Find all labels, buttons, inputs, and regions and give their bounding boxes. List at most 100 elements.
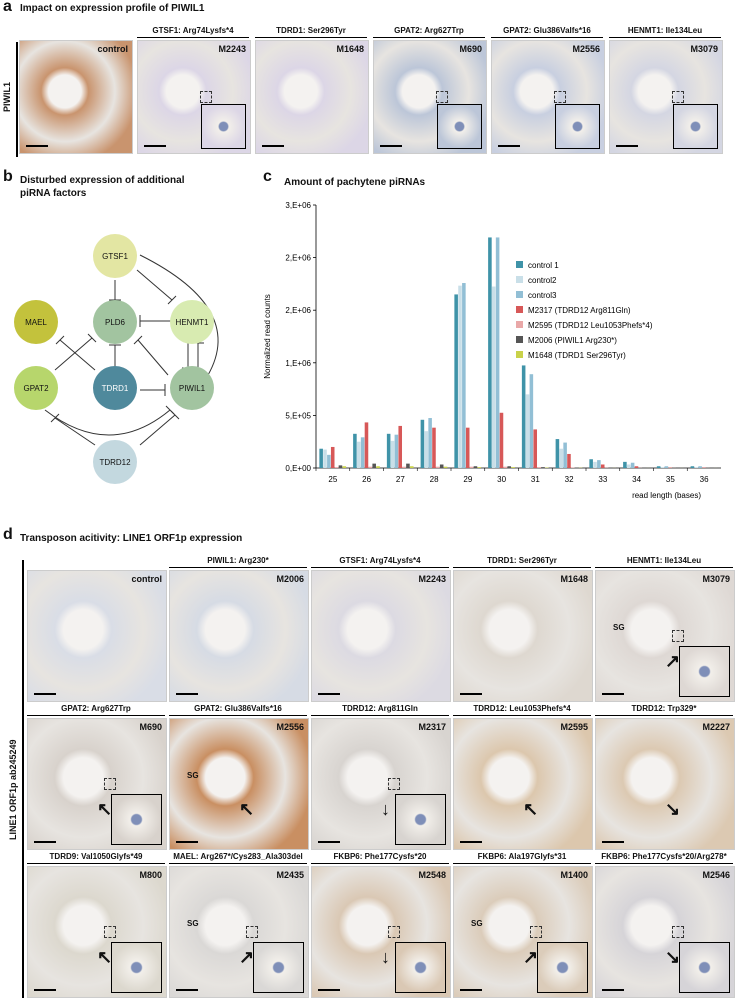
bar-control3-28 bbox=[428, 418, 432, 468]
panel-a-letter: a bbox=[3, 0, 12, 15]
x-tick-label: 26 bbox=[362, 475, 371, 484]
x-tick-label: 32 bbox=[565, 475, 574, 484]
d-tile-sample-id: M2227 bbox=[702, 722, 730, 732]
zoom-region-box bbox=[672, 630, 684, 642]
bar-control3-31 bbox=[529, 374, 534, 468]
y-axis-title: Normalized read counts bbox=[263, 294, 272, 378]
y-tick-label: 2,E+06 bbox=[285, 254, 311, 263]
d-tile: M2546 ↘ bbox=[595, 866, 735, 998]
bar-m1648-tdrd1-ser296tyr--27 bbox=[410, 466, 414, 468]
y-tick-label: 2,E+06 bbox=[285, 306, 311, 315]
bar-m2595-tdrd12-leu1053phefs-4--29 bbox=[469, 466, 474, 468]
a-tile: M3079 bbox=[609, 40, 723, 154]
a-tile-sample-id: M3079 bbox=[690, 44, 718, 54]
d-tile-header: MAEL: Arg267*/Cys283_Ala303del bbox=[169, 852, 307, 864]
panel-d-row-label: LINE1 ORF1p ab245249 bbox=[8, 739, 18, 840]
a-tile: M1648 bbox=[255, 40, 369, 154]
d-tile-sample-id: M2243 bbox=[418, 574, 446, 584]
arrow-icon: ↗ bbox=[239, 947, 255, 967]
a-tile-header: TDRD1: Ser296Tyr bbox=[255, 26, 367, 38]
bar-control2-33 bbox=[593, 461, 597, 468]
legend-entry: M2317 (TDRD12 Arg811Gln) bbox=[528, 306, 631, 315]
zoom-region-box bbox=[530, 926, 542, 938]
d-tile: M2227 ↘ bbox=[595, 718, 735, 850]
bar-control2-30 bbox=[491, 286, 496, 468]
bar-control2-34 bbox=[626, 464, 631, 468]
d-tile: M2595 ↖ bbox=[453, 718, 593, 850]
x-tick-label: 25 bbox=[328, 475, 337, 484]
bar-m2317-tdrd12-arg811gln--31 bbox=[533, 429, 538, 468]
bar-m2006-piwil1-arg230--30 bbox=[507, 466, 511, 468]
bar-m2317-tdrd12-arg811gln--33 bbox=[600, 464, 605, 468]
d-tile-sample-id: M2435 bbox=[276, 870, 304, 880]
bar-control2-36 bbox=[694, 467, 699, 468]
d-tile-header: GPAT2: Arg627Trp bbox=[27, 704, 165, 716]
node-gpat2-label: GPAT2 bbox=[23, 383, 49, 393]
arrow-icon: ↖ bbox=[97, 947, 113, 967]
scale-bar bbox=[602, 989, 624, 991]
panel-b-title-line2: piRNA factors bbox=[20, 188, 87, 199]
bar-m2317-tdrd12-arg811gln--32 bbox=[567, 453, 571, 468]
magnified-inset bbox=[111, 942, 162, 993]
d-tile-header: TDRD12: Trp329* bbox=[595, 704, 733, 716]
magnified-inset bbox=[253, 942, 304, 993]
zoom-region-box bbox=[388, 778, 400, 790]
node-pld6-label: PLD6 bbox=[104, 317, 125, 327]
bar-m2317-tdrd12-arg811gln--34 bbox=[634, 466, 639, 468]
bar-m2006-piwil1-arg230--31 bbox=[541, 467, 545, 468]
edge-piwil1-pld6 bbox=[137, 339, 169, 376]
x-tick-label: 29 bbox=[463, 475, 472, 484]
y-tick-label: 3,E+06 bbox=[285, 201, 311, 210]
d-tile-header: FKBP6: Ala197Glyfs*31 bbox=[453, 852, 591, 864]
bar-control-1-36 bbox=[690, 466, 695, 468]
scale-bar bbox=[318, 989, 340, 991]
node-mael: MAEL bbox=[14, 300, 58, 344]
a-tile-sample-id: M2556 bbox=[572, 44, 600, 54]
scale-bar bbox=[34, 693, 56, 695]
bar-control-1-35 bbox=[656, 466, 661, 468]
a-tile-header: GPAT2: Arg627Trp bbox=[373, 26, 485, 38]
panel-c-title: Amount of pachytene piRNAs bbox=[284, 177, 426, 188]
d-tile-sample-id: M2006 bbox=[276, 574, 304, 584]
panel-d-title: Transposon acitivity: LINE1 ORF1p expres… bbox=[20, 533, 243, 544]
panel-c-letter: c bbox=[263, 168, 272, 185]
arrow-icon: ↗ bbox=[523, 947, 539, 967]
bar-m2595-tdrd12-leu1053phefs-4--31 bbox=[537, 467, 541, 468]
y-tick-label: 0,E+00 bbox=[285, 464, 311, 473]
arrow-icon: ↖ bbox=[97, 799, 113, 819]
magnified-inset bbox=[673, 104, 718, 149]
d-tile: M2435 SG ↗ bbox=[169, 866, 309, 998]
spermatogonia-label: SG bbox=[613, 623, 625, 632]
bar-m2595-tdrd12-leu1053phefs-4--26 bbox=[368, 466, 373, 468]
scale-bar bbox=[26, 145, 48, 147]
bar-control2-29 bbox=[458, 285, 462, 468]
legend-swatch bbox=[516, 276, 523, 283]
d-tile-sample-id: M1400 bbox=[560, 870, 588, 880]
legend-entry: control2 bbox=[528, 276, 557, 285]
bar-m2317-tdrd12-arg811gln--27 bbox=[398, 425, 403, 468]
scale-bar bbox=[318, 841, 340, 843]
scale-bar bbox=[34, 989, 56, 991]
panel-b-title-line1: Disturbed expression of additional bbox=[20, 175, 185, 186]
zoom-region-box bbox=[672, 926, 684, 938]
bar-control-1-33 bbox=[589, 459, 593, 468]
bar-m2595-tdrd12-leu1053phefs-4--30 bbox=[503, 466, 508, 468]
arrow-icon: ↗ bbox=[665, 651, 681, 671]
bar-m1648-tdrd1-ser296tyr--25 bbox=[342, 466, 347, 468]
bar-control3-30 bbox=[495, 237, 500, 468]
magnified-inset bbox=[395, 794, 446, 845]
bar-control2-32 bbox=[559, 448, 564, 468]
bar-control2-35 bbox=[660, 467, 665, 468]
legend-swatch bbox=[516, 291, 523, 298]
zoom-region-box bbox=[200, 91, 212, 103]
d-tile-sample-id: M1648 bbox=[560, 574, 588, 584]
x-tick-label: 33 bbox=[598, 475, 607, 484]
edge-tdrd12-piwil1 bbox=[139, 414, 176, 446]
node-piwil1-label: PIWIL1 bbox=[178, 383, 206, 393]
scale-bar bbox=[144, 145, 166, 147]
arrow-icon: ↓ bbox=[381, 947, 390, 967]
magnified-inset bbox=[537, 942, 588, 993]
legend-entry: M2006 (PIWIL1 Arg230*) bbox=[528, 336, 617, 345]
a-tile: M2243 bbox=[137, 40, 251, 154]
scale-bar bbox=[616, 145, 638, 147]
